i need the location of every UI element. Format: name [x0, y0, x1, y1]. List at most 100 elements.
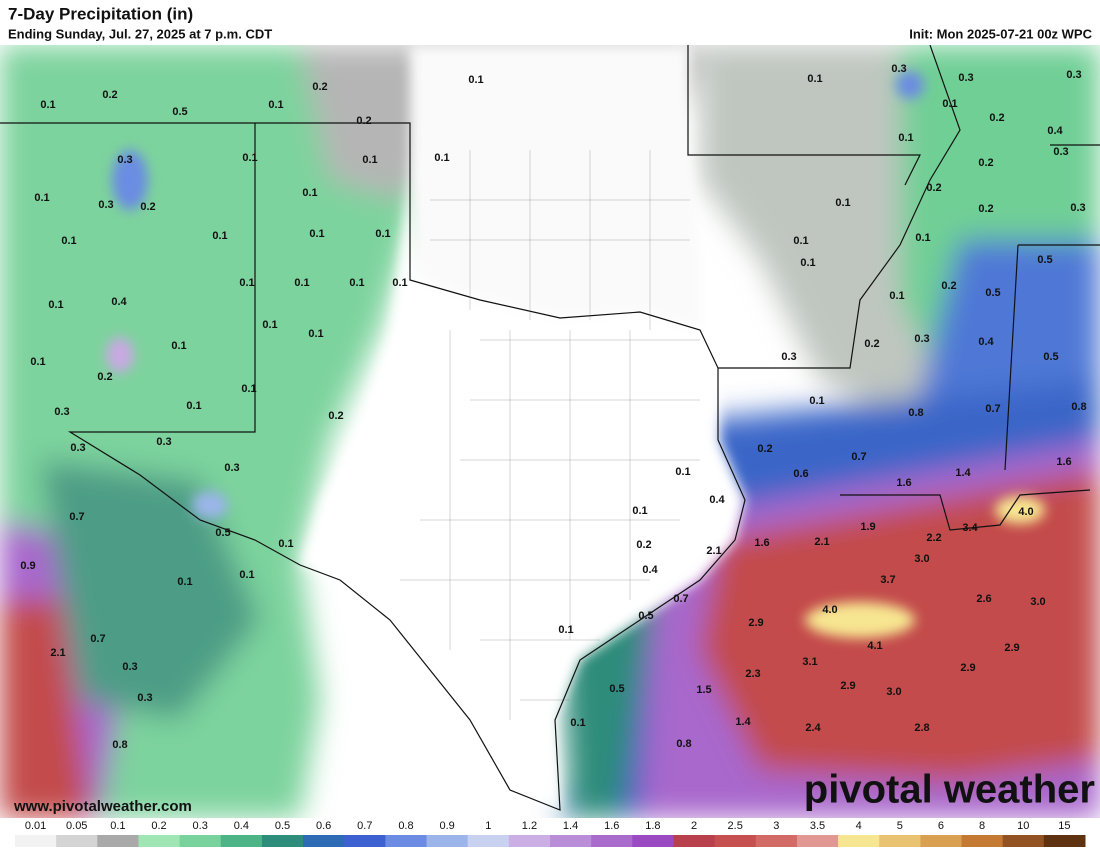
- legend-label: 0.5: [275, 820, 290, 832]
- precip-label: 0.2: [636, 539, 651, 551]
- precip-label: 0.2: [978, 203, 993, 215]
- precip-label: 0.3: [914, 333, 929, 345]
- precip-label: 0.1: [809, 395, 824, 407]
- precip-label: 0.1: [468, 74, 483, 86]
- precip-label: 0.3: [70, 442, 85, 454]
- precip-label: 0.1: [268, 99, 283, 111]
- precip-label: 0.1: [308, 328, 323, 340]
- precip-label: 0.1: [309, 228, 324, 240]
- precip-label: 1.9: [860, 521, 875, 533]
- legend-swatch: [673, 835, 716, 847]
- precip-label: 0.1: [434, 152, 449, 164]
- precip-label: 0.1: [212, 230, 227, 242]
- precip-label: 0.6: [793, 468, 808, 480]
- title: 7-Day Precipitation (in): [8, 4, 193, 23]
- precip-label: 2.2: [926, 532, 941, 544]
- precip-label: 0.4: [978, 336, 994, 348]
- precip-label: 0.1: [915, 232, 930, 244]
- precip-label: 0.2: [757, 443, 772, 455]
- precip-label: 2.4: [805, 722, 821, 734]
- precip-label: 0.2: [989, 112, 1004, 124]
- precip-label: 0.5: [609, 683, 624, 695]
- precip-label: 2.1: [706, 545, 721, 557]
- precip-label: 0.7: [69, 511, 84, 523]
- legend-swatch: [961, 835, 1004, 847]
- precip-label: 0.3: [117, 154, 132, 166]
- precip-label: 0.1: [171, 340, 186, 352]
- precip-label: 3.7: [880, 574, 895, 586]
- precip-label: 0.3: [122, 661, 137, 673]
- precip-label: 0.7: [673, 593, 688, 605]
- precip-label: 2.1: [814, 536, 829, 548]
- precip-label: 0.1: [302, 187, 317, 199]
- precip-label: 0.1: [349, 277, 364, 289]
- legend-swatch: [632, 835, 674, 847]
- legend-label: 0.1: [110, 820, 125, 832]
- legend-label: 15: [1058, 820, 1070, 832]
- precip-label: 0.2: [864, 338, 879, 350]
- legend-label: 0.01: [25, 820, 46, 832]
- legend-swatch: [550, 835, 592, 847]
- precip-label: 0.8: [112, 739, 127, 751]
- precip-label: 0.5: [215, 527, 230, 539]
- precip-label: 0.8: [676, 738, 691, 750]
- precip-label: 3.1: [802, 656, 817, 668]
- precip-label: 0.1: [835, 197, 850, 209]
- legend-swatch: [15, 835, 57, 847]
- precip-label: 0.5: [1043, 351, 1058, 363]
- legend-label: 0.8: [398, 820, 413, 832]
- precip-label: 3.4: [962, 522, 978, 534]
- legend-swatch: [179, 835, 222, 847]
- legend-swatch: [796, 835, 839, 847]
- precip-label: 1.4: [735, 716, 751, 728]
- legend-label: 4: [856, 820, 862, 832]
- legend-label: 0.7: [357, 820, 372, 832]
- precip-label: 0.1: [800, 257, 815, 269]
- legend-swatch: [1043, 835, 1086, 847]
- precip-label: 0.1: [30, 356, 45, 368]
- precip-label: 0.2: [97, 371, 112, 383]
- legend-swatch: [1002, 835, 1045, 847]
- legend-swatch: [261, 835, 304, 847]
- legend-label: 1.4: [563, 820, 578, 832]
- legend-label: 2: [691, 820, 697, 832]
- legend-swatch: [508, 835, 551, 847]
- precip-label: 0.1: [61, 235, 76, 247]
- precip-label: 0.8: [1071, 401, 1086, 413]
- legend-swatch: [920, 835, 963, 847]
- legend-swatch: [591, 835, 633, 847]
- precip-label: 0.2: [140, 201, 155, 213]
- legend-label: 0.9: [439, 820, 454, 832]
- precip-label: 0.1: [570, 717, 585, 729]
- precip-label: 0.3: [98, 199, 113, 211]
- legend-label: 2.5: [728, 820, 743, 832]
- precip-label: 0.3: [54, 406, 69, 418]
- precip-label: 1.6: [1056, 456, 1071, 468]
- precip-label: 3.0: [914, 553, 929, 565]
- precip-label: 0.1: [942, 98, 957, 110]
- precip-label: 0.2: [926, 182, 941, 194]
- legend-label: 0.2: [151, 820, 166, 832]
- precip-label: 4.0: [1018, 506, 1033, 518]
- legend-label: 5: [897, 820, 903, 832]
- precip-field: [0, 45, 1100, 818]
- legend-label: 8: [979, 820, 985, 832]
- legend-label: 0.05: [66, 820, 87, 832]
- map-labels: 0.1 0.2 0.5 0.1 0.2 0.2 0.1 0.3 0.1 0.1 0.1 0.1 0.3 0…: [20, 63, 1086, 751]
- legend-label: 1.8: [645, 820, 660, 832]
- precip-label: 0.7: [90, 633, 105, 645]
- legend-swatch: [879, 835, 921, 847]
- precip-label: 2.1: [50, 647, 65, 659]
- legend-label: 10: [1017, 820, 1029, 832]
- legend-swatch: [838, 835, 880, 847]
- legend-swatch: [426, 835, 469, 847]
- precip-label: 0.3: [781, 351, 796, 363]
- legend-swatch: [303, 835, 345, 847]
- precip-label: 0.4: [111, 296, 127, 308]
- legend-swatch: [56, 835, 98, 847]
- legend-label: 1: [485, 820, 491, 832]
- precip-label: 0.3: [224, 462, 239, 474]
- precip-label: 2.8: [914, 722, 929, 734]
- precip-label: 0.1: [278, 538, 293, 550]
- precip-label: 0.1: [177, 576, 192, 588]
